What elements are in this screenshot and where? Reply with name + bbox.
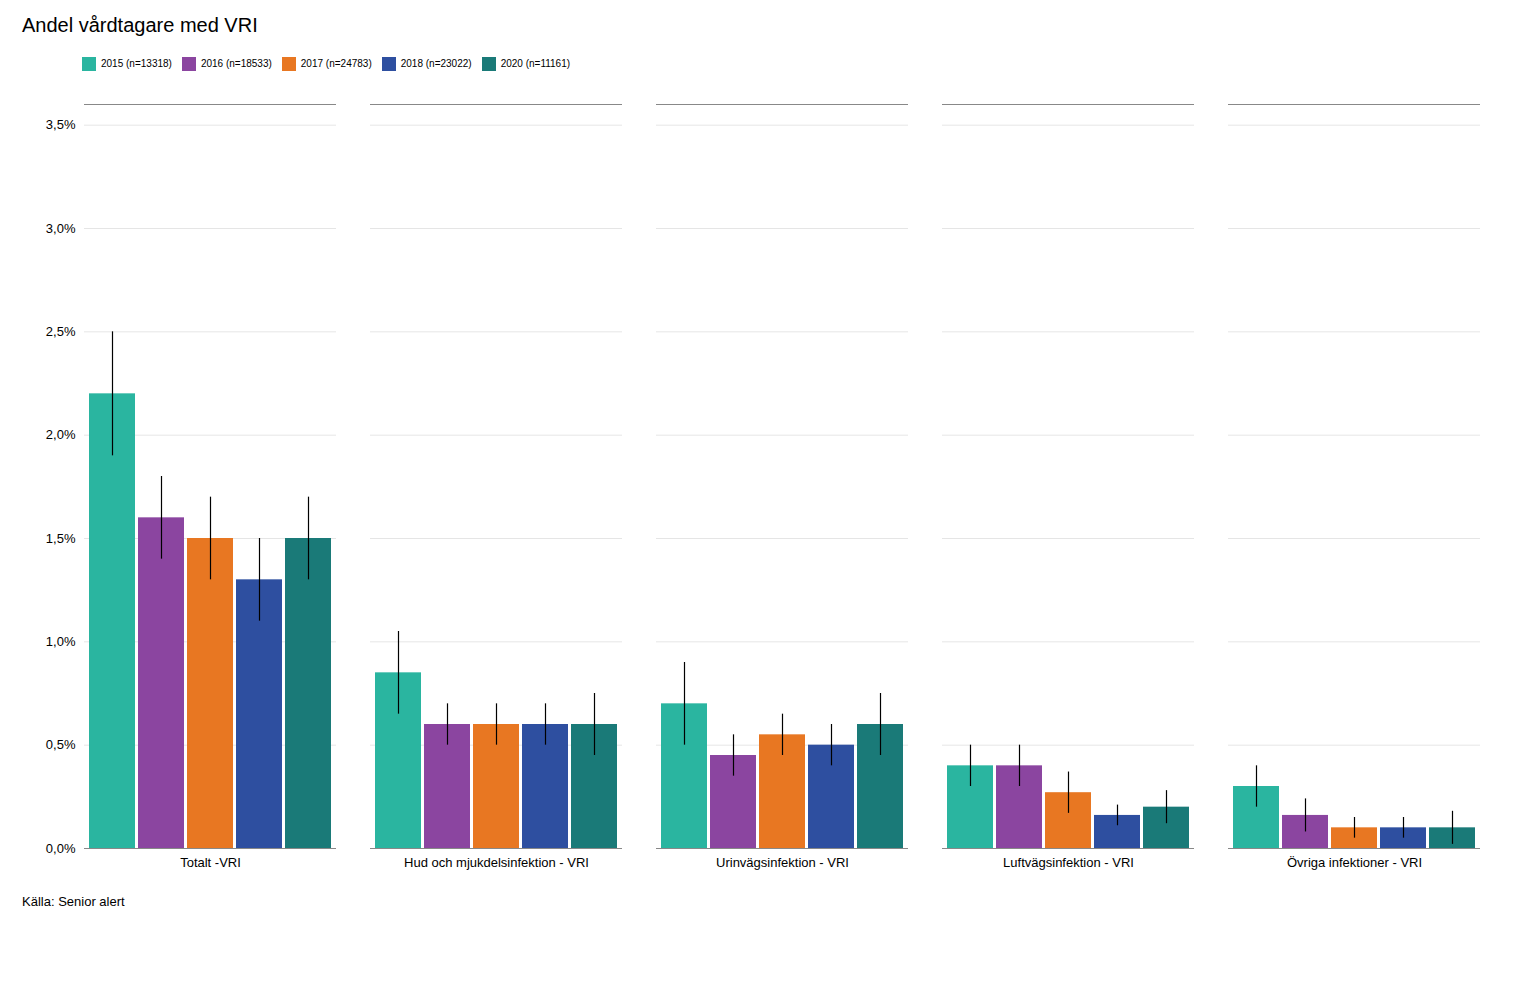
svg-text:1,0%: 1,0% (46, 634, 76, 649)
svg-text:Övriga infektioner - VRI: Övriga infektioner - VRI (1287, 855, 1422, 870)
svg-text:0,0%: 0,0% (46, 841, 76, 856)
svg-text:3,0%: 3,0% (46, 221, 76, 236)
svg-text:3,5%: 3,5% (46, 117, 76, 132)
html-text:2020 (n=11161): 2020 (n=11161) (500, 58, 570, 69)
html-text:2018 (n=23022): 2018 (n=23022) (400, 58, 472, 69)
svg-text:2,5%: 2,5% (46, 324, 76, 339)
svg-text:Totalt -VRI: Totalt -VRI (180, 855, 241, 870)
svg-text:Luftvägsinfektion - VRI: Luftvägsinfektion - VRI (1003, 855, 1134, 870)
svg-text:2,0%: 2,0% (46, 427, 76, 442)
html-text:Källa: Senior alert: Källa: Senior alert (22, 894, 125, 909)
svg-text:Urinvägsinfektion - VRI: Urinvägsinfektion - VRI (716, 855, 849, 870)
html-text:2015 (n=13318): 2015 (n=13318) (101, 58, 172, 69)
svg-text:0,5%: 0,5% (46, 737, 76, 752)
svg-text:Hud och mjukdelsinfektion - VR: Hud och mjukdelsinfektion - VRI (404, 855, 589, 870)
svg-text:1,5%: 1,5% (46, 531, 76, 546)
html-text:Andel vårdtagare med VRI: Andel vårdtagare med VRI (22, 14, 258, 36)
html-text:2017 (n=24783): 2017 (n=24783) (300, 58, 372, 69)
html-text:2016 (n=18533): 2016 (n=18533) (200, 58, 272, 69)
